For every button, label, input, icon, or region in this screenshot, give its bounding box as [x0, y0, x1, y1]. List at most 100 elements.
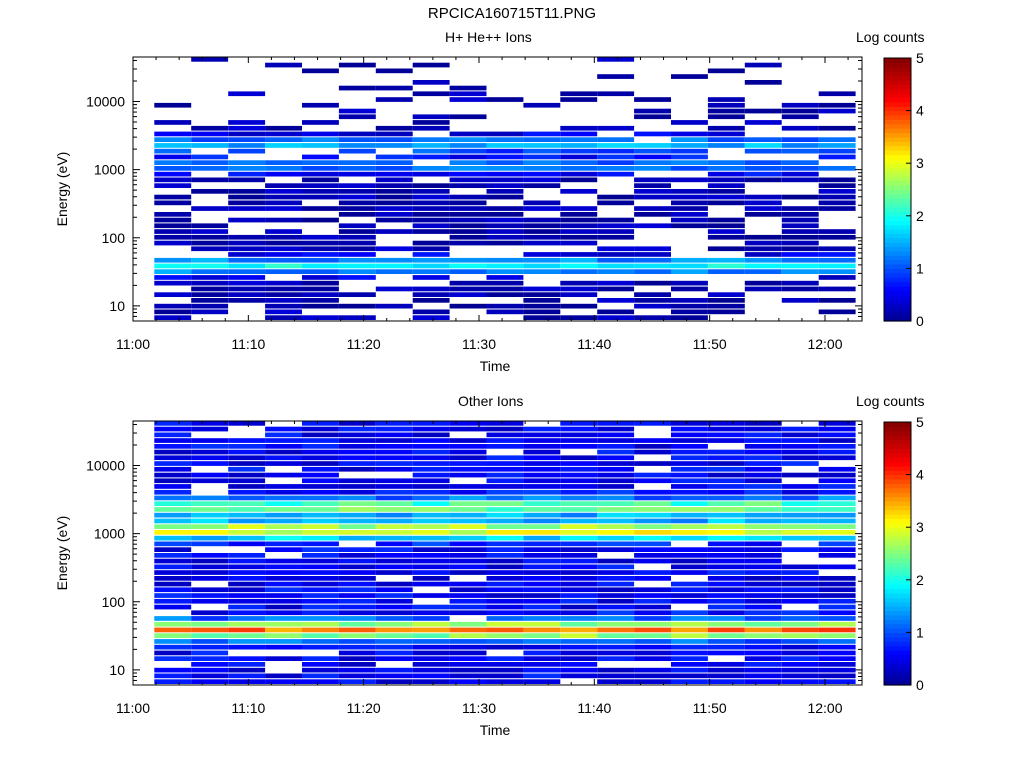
heatmap-cell	[191, 495, 229, 501]
heatmap-cell	[228, 137, 266, 142]
heatmap-cell	[707, 644, 745, 650]
heatmap-cell	[375, 667, 413, 673]
heatmap-cell	[302, 189, 339, 194]
heatmap-cell	[412, 449, 450, 455]
heatmap-cell	[302, 275, 339, 280]
heatmap-cell	[818, 587, 856, 593]
heatmap-cell	[412, 143, 450, 148]
heatmap-cell	[744, 171, 782, 177]
heatmap-cell	[302, 269, 339, 274]
heatmap-cell	[191, 263, 229, 269]
heatmap-cell	[597, 455, 635, 461]
heatmap-cell	[449, 581, 487, 587]
heatmap-cell	[265, 280, 302, 286]
heatmap-cell	[781, 662, 819, 667]
heatmap-cell	[228, 489, 266, 495]
heatmap-cell	[228, 148, 266, 154]
heatmap-cell	[412, 240, 450, 246]
heatmap-cell	[449, 495, 487, 501]
heatmap-cell	[228, 679, 266, 684]
heatmap-cell	[707, 495, 745, 501]
heatmap-cell	[560, 524, 598, 529]
heatmap-cell	[449, 593, 487, 598]
heatmap-cell	[338, 501, 376, 506]
heatmap-cell	[744, 558, 782, 564]
heatmap-cell	[228, 143, 266, 148]
heatmap-cell	[707, 309, 745, 315]
heatmap-cell	[560, 229, 598, 234]
heatmap-cell	[707, 200, 745, 206]
heatmap-cell	[744, 679, 782, 684]
heatmap-cell	[154, 621, 192, 627]
heatmap-cell	[375, 303, 413, 309]
heatmap-cell	[191, 621, 229, 627]
heatmap-cell	[412, 426, 450, 432]
heatmap-cell	[744, 246, 782, 252]
heatmap-cell	[781, 177, 819, 183]
heatmap-cell	[744, 524, 782, 529]
heatmap-cell	[597, 449, 635, 455]
heatmap-cell	[265, 438, 302, 443]
heatmap-cell	[744, 137, 782, 142]
heatmap-cell	[265, 171, 302, 177]
heatmap-cell	[671, 200, 708, 206]
heatmap-cell	[486, 518, 524, 524]
heatmap-cell	[634, 489, 671, 495]
colorbar-segment	[884, 487, 911, 493]
heatmap-cell	[744, 240, 782, 246]
heatmap-cell	[560, 177, 598, 183]
heatmap-cell	[375, 97, 413, 102]
heatmap-cell	[707, 673, 745, 679]
heatmap-cell	[302, 530, 339, 535]
colorbar-segment	[884, 250, 911, 256]
heatmap-cell	[707, 143, 745, 148]
colorbar-segment	[884, 268, 911, 274]
heatmap-cell	[597, 298, 635, 303]
heatmap-cell	[412, 246, 450, 252]
heatmap-cell	[265, 558, 302, 564]
heatmap-cell	[818, 421, 856, 426]
heatmap-cell	[191, 633, 229, 638]
heatmap-cell	[597, 74, 635, 79]
heatmap-cell	[818, 650, 856, 656]
heatmap-cell	[707, 518, 745, 524]
colorbar-tick-label: 4	[916, 103, 924, 119]
heatmap-cell	[302, 217, 339, 223]
heatmap-cell	[338, 610, 376, 616]
heatmap-cell	[744, 432, 782, 438]
heatmap-cell	[634, 495, 671, 501]
heatmap-cell	[818, 189, 856, 194]
heatmap-cell	[154, 269, 192, 274]
heatmap-cell	[671, 530, 708, 535]
heatmap-cell	[302, 206, 339, 211]
heatmap-cell	[265, 292, 302, 297]
heatmap-cell	[154, 200, 192, 206]
heatmap-cell	[560, 604, 598, 610]
heatmap-cell	[154, 194, 192, 200]
colorbar-segment	[884, 518, 911, 524]
colorbar-tick-label: 2	[916, 208, 924, 224]
heatmap-cell	[707, 512, 745, 518]
heatmap-cell	[671, 581, 708, 587]
heatmap-cell	[338, 581, 376, 587]
heatmap-cell	[338, 137, 376, 142]
heatmap-cell	[818, 598, 856, 604]
colorbar-segment	[884, 290, 911, 296]
heatmap-cell	[744, 257, 782, 263]
heatmap-cell	[671, 587, 708, 593]
heatmap-cell	[412, 461, 450, 466]
heatmap-cell	[634, 518, 671, 524]
heatmap-cell	[449, 160, 487, 165]
heatmap-cell	[597, 160, 635, 165]
heatmap-cell	[707, 564, 745, 570]
heatmap-cell	[486, 223, 524, 229]
heatmap-cell	[338, 650, 376, 656]
heatmap-cell	[265, 183, 302, 188]
heatmap-cell	[486, 558, 524, 564]
heatmap-cell	[228, 200, 266, 206]
heatmap-cell	[486, 160, 524, 165]
heatmap-cell	[781, 679, 819, 684]
heatmap-cell	[412, 639, 450, 644]
heatmap-cell	[818, 604, 856, 610]
heatmap-cell	[597, 432, 635, 438]
